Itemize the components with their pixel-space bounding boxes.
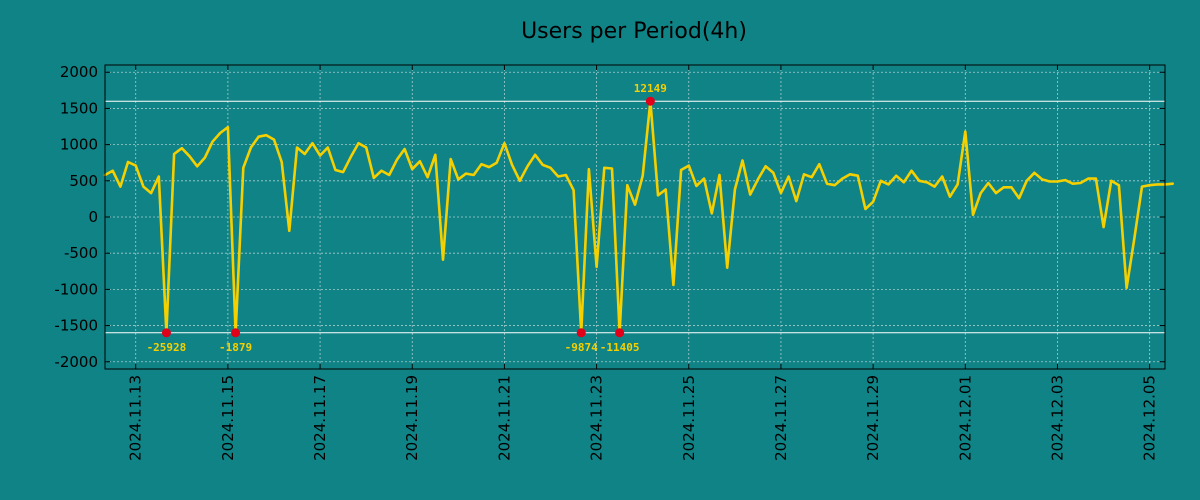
y-tick-label: 1000 <box>60 136 98 154</box>
x-tick-label: 2024.11.29 <box>864 375 882 461</box>
annotation-markers <box>161 96 655 338</box>
y-tick-label: -500 <box>64 244 98 262</box>
x-tick-label: 2024.11.25 <box>680 375 698 461</box>
y-tick-label: -1500 <box>54 317 98 335</box>
annotation-label: -9874 <box>565 341 598 354</box>
x-tick-label: 2024.11.27 <box>772 375 790 461</box>
x-tick-label: 2024.12.03 <box>1048 375 1066 461</box>
y-tick-label: 500 <box>69 172 98 190</box>
x-tick-label: 2024.11.19 <box>403 375 421 461</box>
series-line <box>103 99 1174 335</box>
y-tick-label: 0 <box>88 208 98 226</box>
annotation-marker <box>161 328 171 338</box>
x-tick-label: 2024.11.17 <box>311 375 329 461</box>
chart-title: Users per Period(4h) <box>521 19 747 44</box>
x-tick-label: 2024.11.23 <box>588 375 606 461</box>
annotation-labels: -25928 -1879 -9874 -11405 12149 <box>147 82 667 354</box>
x-tick-label: 2024.11.21 <box>495 375 513 461</box>
y-tick-label: 2000 <box>60 63 98 81</box>
annotation-label: 12149 <box>634 82 667 95</box>
x-tick-label: 2024.12.05 <box>1141 375 1159 461</box>
annotation-label: -1879 <box>219 341 252 354</box>
reference-lines <box>105 100 1165 334</box>
x-tick-label: 2024.11.15 <box>219 375 237 461</box>
x-axis: 2024.11.13 2024.11.15 2024.11.17 2024.11.19… <box>127 65 1159 461</box>
y-axis: 2000 1500 1000 500 0 -500 -1000 -1500 -2000 <box>54 63 1165 371</box>
x-tick-label: 2024.12.01 <box>956 375 974 461</box>
annotation-label: -25928 <box>147 341 187 354</box>
y-tick-label: 1500 <box>60 99 98 117</box>
annotation-marker <box>615 328 625 338</box>
y-tick-label: -1000 <box>54 280 98 298</box>
y-tick-label: -2000 <box>54 353 98 371</box>
series <box>103 99 1174 335</box>
grid <box>105 65 1165 369</box>
annotation-marker <box>231 328 241 338</box>
annotation-marker <box>645 96 655 106</box>
x-tick-label: 2024.11.13 <box>127 375 145 461</box>
annotation-label: -11405 <box>600 341 640 354</box>
annotation-marker <box>576 328 586 338</box>
